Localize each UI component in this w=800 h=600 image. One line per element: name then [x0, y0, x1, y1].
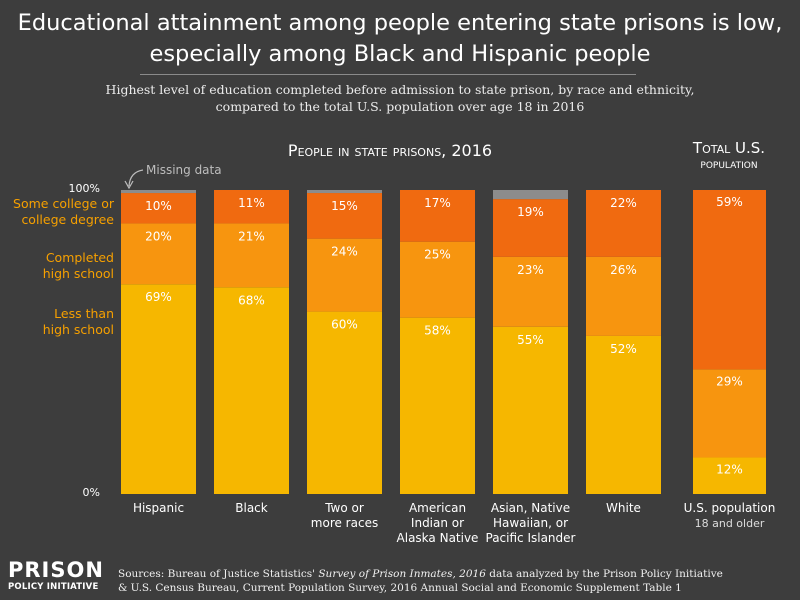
us-section-title-line-2: population — [700, 157, 757, 172]
x-tick-label: Alaska Native — [397, 531, 479, 545]
data-label: 58% — [424, 324, 451, 338]
legend-label: college degree — [21, 212, 114, 227]
sources-line-2: & U.S. Census Bureau, Current Population… — [118, 582, 682, 594]
chart-title-line-1: Educational attainment among people ente… — [17, 10, 783, 36]
legend-label: Some college or — [13, 196, 115, 211]
bar-segment — [586, 256, 661, 336]
data-label: 68% — [238, 293, 265, 307]
data-label: 17% — [424, 196, 451, 210]
logo-text-policy-initiative: POLICY INITIATIVE — [8, 582, 99, 592]
bar-segment — [214, 223, 289, 288]
us-data-label: 29% — [716, 374, 743, 388]
bar-segment — [307, 238, 382, 312]
data-label: 60% — [331, 318, 358, 332]
us-bar-segment — [693, 457, 766, 494]
bar-segment — [493, 190, 568, 200]
sources-line-1: Sources: Bureau of Justice Statistics' S… — [118, 567, 798, 581]
us-bar-segment — [693, 369, 766, 458]
y-tick-label-0: 0% — [83, 486, 100, 499]
data-label: 23% — [517, 263, 544, 277]
chart-subtitle-line-2: compared to the total U.S. population ov… — [215, 99, 585, 114]
bar-segment — [214, 287, 289, 494]
data-label: 55% — [517, 333, 544, 347]
y-tick-label-100: 100% — [69, 182, 100, 195]
x-tick-label: Hawaiian, or — [493, 516, 568, 530]
bar-segment — [586, 335, 661, 494]
prison-section-title: People in state prisons, 2016 — [288, 141, 492, 160]
x-tick-label: Indian or — [411, 516, 464, 530]
prison-policy-initiative-logo: PRISON POLICY INITIATIVE — [8, 560, 106, 593]
legend-label: Less than — [54, 306, 114, 321]
bar-segment — [400, 241, 475, 318]
x-tick-label: Black — [235, 501, 268, 515]
data-label: 19% — [517, 205, 544, 219]
bar-segment — [493, 326, 568, 494]
data-label: 15% — [331, 199, 358, 213]
bar-segment — [493, 199, 568, 257]
legend-label: high school — [43, 266, 114, 281]
data-label: 52% — [610, 342, 637, 356]
x-tick-label: American — [409, 501, 466, 515]
us-x-tick-label: U.S. population — [684, 501, 776, 515]
stacked-bar-chart: People in state prisons, 2016 Total U.S.p… — [13, 139, 776, 545]
data-label: 25% — [424, 248, 451, 262]
chart-subtitle-line-1: Highest level of education completed bef… — [105, 82, 695, 97]
chart-title-line-2: especially among Black and Hispanic peop… — [149, 41, 651, 67]
title-divider — [140, 74, 636, 75]
missing-data-arrowhead — [124, 180, 134, 190]
legend-label: high school — [43, 322, 114, 337]
x-tick-label: Hispanic — [133, 501, 184, 515]
missing-data-connector — [128, 169, 144, 187]
bar-segment — [586, 190, 661, 257]
us-data-label: 12% — [716, 463, 743, 477]
bar-segment — [307, 193, 382, 239]
data-label: 22% — [610, 196, 637, 210]
x-tick-label: Two or — [324, 501, 364, 515]
bar-segment — [307, 190, 382, 194]
logo-text-prison: PRISON — [8, 558, 104, 582]
us-x-tick-sublabel: 18 and older — [695, 517, 765, 530]
data-label: 69% — [145, 290, 172, 304]
bar-segment — [121, 190, 196, 194]
sources-prefix: Sources: Bureau of Justice Statistics' — [118, 568, 319, 580]
bar-segment — [121, 193, 196, 224]
sources-rest: data analyzed by the Prison Policy Initi… — [485, 568, 723, 580]
missing-data-label: Missing data — [146, 163, 222, 177]
us-bar-segment — [693, 190, 766, 370]
data-label: 24% — [331, 245, 358, 259]
x-tick-label: Asian, Native — [491, 501, 570, 515]
bar-segment — [214, 190, 289, 224]
bar-segment — [121, 223, 196, 285]
data-label: 10% — [145, 199, 172, 213]
data-label: 26% — [610, 263, 637, 277]
bar-segment — [121, 284, 196, 494]
us-section-title-line-1: Total U.S. — [692, 139, 765, 157]
data-label: 21% — [238, 229, 265, 243]
x-tick-label: Pacific Islander — [486, 531, 576, 545]
chart-title: Educational attainment among people ente… — [0, 8, 800, 70]
us-data-label: 59% — [716, 195, 743, 209]
sources-note: Sources: Bureau of Justice Statistics' S… — [118, 567, 798, 595]
sources-survey-title: Survey of Prison Inmates, 2016 — [318, 568, 486, 580]
x-tick-label: more races — [311, 516, 378, 530]
bar-segment — [400, 190, 475, 242]
data-label: 20% — [145, 229, 172, 243]
legend-label: Completed — [46, 250, 114, 265]
data-label: 11% — [238, 196, 265, 210]
chart-subtitle: Highest level of education completed bef… — [0, 81, 800, 115]
bar-segment — [493, 256, 568, 327]
bar-segment — [307, 311, 382, 494]
x-tick-label: White — [606, 501, 641, 515]
bar-segment — [400, 317, 475, 494]
